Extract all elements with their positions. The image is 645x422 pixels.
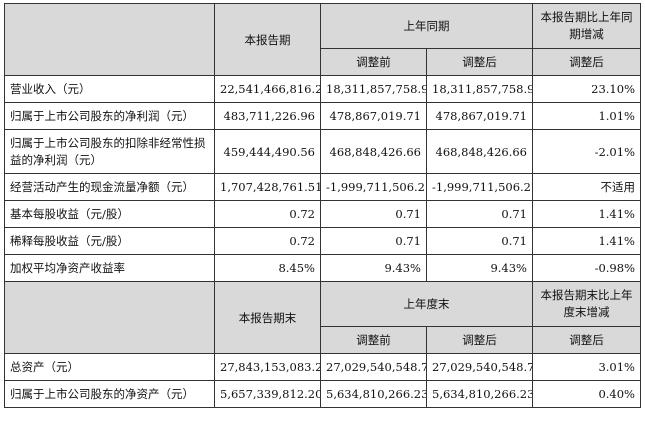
corner-cell: [4, 3, 215, 76]
row-label: 归属于上市公司股东的净利润（元）: [4, 102, 215, 130]
cell-after: 478,867,019.71: [426, 102, 533, 130]
cell-change: 0.40%: [532, 380, 641, 408]
table-row: 经营活动产生的现金流量净额（元） 1,707,428,761.51 -1,999…: [4, 173, 641, 201]
cell-before: 468,848,426.66: [320, 129, 427, 174]
cell-after: 5,634,810,266.23: [426, 380, 533, 408]
table-row: 稀释每股收益（元/股） 0.72 0.71 0.71 1.41%: [4, 227, 641, 255]
table-row: 加权平均净资产收益率 8.45% 9.43% 9.43% -0.98%: [4, 254, 641, 282]
header-change-after-2: 调整后: [532, 326, 641, 354]
cell-before: 0.71: [320, 200, 427, 228]
cell-change: 1.41%: [532, 227, 641, 255]
cell-change: 不适用: [532, 173, 641, 201]
corner-cell-2: [4, 281, 215, 354]
row-label: 基本每股收益（元/股）: [4, 200, 215, 228]
cell-current: 0.72: [214, 227, 321, 255]
cell-before: 18,311,857,758.96: [320, 75, 427, 103]
row-label: 营业收入（元）: [4, 75, 215, 103]
table-row: 营业收入（元） 22,541,466,816.29 18,311,857,758…: [4, 75, 641, 103]
table-row: 归属于上市公司股东的扣除非经常性损益的净利润（元） 459,444,490.56…: [4, 129, 641, 174]
header-current-period: 本报告期: [214, 3, 321, 76]
header-row-2a: 本报告期末 上年度末 本报告期末比上年度末增减: [4, 281, 641, 354]
header-change-2: 本报告期末比上年度末增减: [532, 281, 641, 327]
header-row-1b: 调整前 调整后 调整后: [5, 48, 641, 76]
header-after-adjust: 调整后: [426, 48, 533, 76]
header-row-1a: 本报告期 上年同期 本报告期比上年同期增减: [4, 3, 641, 76]
cell-current: 1,707,428,761.51: [214, 173, 321, 201]
cell-change: -2.01%: [532, 129, 641, 174]
table-row: 归属于上市公司股东的净利润（元） 483,711,226.96 478,867,…: [4, 102, 641, 130]
financial-summary-table: 本报告期 上年同期 本报告期比上年同期增减 调整前 调整后 调整后 营业收入（元…: [4, 3, 641, 408]
header-same-period-last-year: 上年同期: [320, 3, 533, 49]
cell-before: -1,999,711,506.27: [320, 173, 427, 201]
cell-after: 18,311,857,758.96: [426, 75, 533, 103]
table-row: 归属于上市公司股东的净资产（元） 5,657,339,812.20 5,634,…: [4, 380, 641, 408]
cell-before: 27,029,540,548.70: [320, 353, 427, 381]
row-label: 加权平均净资产收益率: [4, 254, 215, 282]
cell-current: 8.45%: [214, 254, 321, 282]
cell-current: 27,843,153,083.20: [214, 353, 321, 381]
cell-current: 0.72: [214, 200, 321, 228]
cell-before: 478,867,019.71: [320, 102, 427, 130]
table-row: 基本每股收益（元/股） 0.72 0.71 0.71 1.41%: [4, 200, 641, 228]
header-change: 本报告期比上年同期增减: [532, 3, 641, 49]
row-label: 稀释每股收益（元/股）: [4, 227, 215, 255]
cell-change: -0.98%: [532, 254, 641, 282]
row-label: 总资产（元）: [4, 353, 215, 381]
cell-before: 0.71: [320, 227, 427, 255]
row-label: 归属于上市公司股东的净资产（元）: [4, 380, 215, 408]
cell-current: 22,541,466,816.29: [214, 75, 321, 103]
cell-after: 9.43%: [426, 254, 533, 282]
cell-after: 0.71: [426, 227, 533, 255]
cell-current: 5,657,339,812.20: [214, 380, 321, 408]
cell-after: 0.71: [426, 200, 533, 228]
table-row: 总资产（元） 27,843,153,083.20 27,029,540,548.…: [4, 353, 641, 381]
header-change-after: 调整后: [532, 48, 641, 76]
cell-current: 483,711,226.96: [214, 102, 321, 130]
header-period-end: 本报告期末: [214, 281, 321, 354]
cell-change: 1.01%: [532, 102, 641, 130]
row-label: 归属于上市公司股东的扣除非经常性损益的净利润（元）: [4, 129, 215, 174]
cell-change: 23.10%: [532, 75, 641, 103]
cell-before: 9.43%: [320, 254, 427, 282]
cell-change: 1.41%: [532, 200, 641, 228]
cell-before: 5,634,810,266.23: [320, 380, 427, 408]
cell-after: 468,848,426.66: [426, 129, 533, 174]
header-row-2b: 调整前 调整后 调整后: [5, 326, 641, 354]
row-label: 经营活动产生的现金流量净额（元）: [4, 173, 215, 201]
header-after-adjust-2: 调整后: [426, 326, 533, 354]
header-before-adjust: 调整前: [320, 48, 427, 76]
cell-current: 459,444,490.56: [214, 129, 321, 174]
cell-change: 3.01%: [532, 353, 641, 381]
header-before-adjust-2: 调整前: [320, 326, 427, 354]
cell-after: 27,029,540,548.70: [426, 353, 533, 381]
header-last-year-end: 上年度末: [320, 281, 533, 327]
cell-after: -1,999,711,506.27: [426, 173, 533, 201]
